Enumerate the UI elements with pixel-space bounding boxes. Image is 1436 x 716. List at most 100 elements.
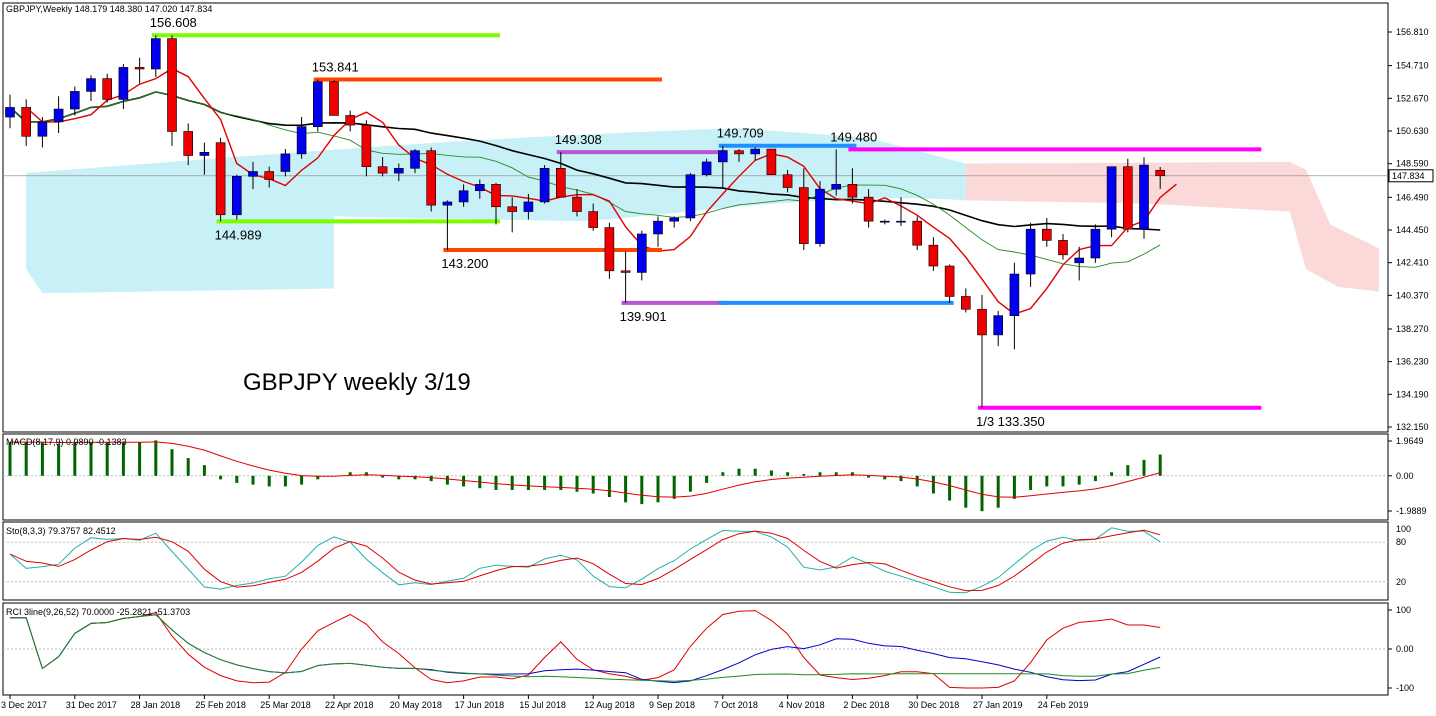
x-tick-label: 22 Apr 2018 [325, 700, 374, 710]
candle-body [312, 81, 323, 127]
candle-body [183, 131, 193, 156]
rci-tick-label: 0.00 [1396, 644, 1414, 654]
macd-tick-label: -1.9889 [1396, 506, 1427, 516]
y-tick-label: 136.230 [1396, 357, 1429, 367]
candle-body [539, 168, 550, 203]
candle-body [474, 184, 485, 192]
y-tick-label: 152.670 [1396, 93, 1429, 103]
stochastic-panel: 100 80 20 [2, 521, 1411, 601]
candle-body [458, 190, 469, 203]
candle-body [701, 161, 712, 176]
x-tick-label: 3 Dec 2017 [1, 700, 47, 710]
candle-body [1106, 166, 1117, 230]
candle-body [960, 296, 971, 310]
rci-tick-label: -100 [1396, 683, 1414, 693]
candle-body [102, 78, 112, 100]
price-annotation: 149.709 [717, 126, 764, 141]
x-tick-label: 9 Sep 2018 [649, 700, 695, 710]
candle-body [1123, 166, 1133, 230]
candle-body [1042, 228, 1052, 241]
candle-body [750, 148, 761, 155]
candle-body [118, 67, 129, 100]
x-tick-label: 17 Jun 2018 [455, 700, 505, 710]
chart-caption: GBPJPY weekly 3/19 [243, 369, 471, 396]
price-panel-frame [2, 2, 1389, 433]
x-tick-label: 28 Jan 2018 [131, 700, 181, 710]
candle-body [329, 81, 339, 116]
candle-body [993, 315, 1004, 336]
x-tick-label: 2 Dec 2018 [843, 700, 889, 710]
candle-body [393, 168, 404, 174]
candle-body [831, 184, 842, 190]
candle-body [37, 121, 48, 137]
candle-body [636, 233, 647, 273]
y-tick-label: 132.150 [1396, 422, 1429, 432]
candle-body [167, 38, 177, 132]
x-tick-label: 25 Feb 2018 [195, 700, 246, 710]
candle-body [653, 220, 663, 235]
candle-body [572, 196, 582, 212]
price-annotation: 156.608 [150, 15, 197, 30]
x-tick-label: 12 Aug 2018 [584, 700, 635, 710]
candle-body [555, 168, 566, 198]
price-annotation: 139.901 [620, 309, 667, 324]
candle-body [134, 67, 145, 70]
x-tick-label: 24 Feb 2019 [1038, 700, 1089, 710]
candle-body [604, 227, 615, 272]
macd-panel: 1.9649 0.00 -1.9889 [2, 433, 1427, 521]
y-tick-label: 142.410 [1396, 258, 1429, 268]
current-price-label: 147.834 [1392, 171, 1425, 181]
stochastic-frame [2, 521, 1389, 601]
stochastic-k-line [9, 527, 1161, 594]
y-tick-label: 146.490 [1396, 192, 1429, 202]
price-annotation: 149.480 [830, 129, 877, 144]
candle-body [669, 217, 680, 222]
candle-body [361, 124, 372, 168]
candle-body [896, 220, 906, 223]
stochastic-d-line [9, 529, 1161, 592]
x-tick-label: 7 Oct 2018 [714, 700, 758, 710]
candle-body [815, 188, 825, 244]
candle-body [426, 150, 437, 206]
candle-body [53, 108, 64, 123]
candle-body [248, 171, 258, 177]
candle-body [410, 150, 420, 169]
x-tick-label: 31 Dec 2017 [66, 700, 117, 710]
stochastic-tick-label: 100 [1396, 524, 1411, 534]
candle-body [620, 270, 631, 273]
candle-body [1090, 228, 1101, 259]
rci-long-line [10, 614, 1161, 682]
candle-body [717, 150, 728, 163]
y-tick-label: 140.370 [1396, 290, 1429, 300]
candle-body [944, 265, 955, 297]
y-tick-label: 144.450 [1396, 225, 1429, 235]
x-tick-label: 20 May 2018 [390, 700, 442, 710]
candle-body [5, 107, 15, 118]
candle-body [1058, 240, 1068, 256]
candle-body [507, 206, 518, 212]
candle-body [86, 78, 96, 92]
candle-body [296, 126, 307, 155]
candle-body [912, 220, 923, 246]
candle-body [863, 196, 874, 222]
candle-body [442, 201, 453, 206]
x-tick-label: 25 Mar 2018 [260, 700, 311, 710]
candle-body [345, 115, 356, 126]
y-tick-label: 148.590 [1396, 159, 1429, 169]
candle-body [977, 308, 987, 336]
rci-label: RCI 3line(9,26,52) 70.0000 -25.2821 -51.… [6, 607, 190, 617]
candle-body [232, 176, 242, 216]
candle-body [1139, 164, 1149, 230]
stochastic-label: Sto(8,3,3) 79.3757 82.4512 [6, 526, 116, 536]
stochastic-tick-label: 20 [1396, 577, 1406, 587]
candle-body [377, 166, 388, 174]
rci-panel: 100 0.00 -100 [2, 602, 1414, 696]
x-tick-label: 15 Jul 2018 [519, 700, 566, 710]
candle-body [766, 148, 777, 176]
macd-label: MACD(8,17,9) 0.9890 -0.1383 [6, 437, 127, 447]
price-panel: 156.810 154.710 152.670 150.630 148.590 146.4… [2, 2, 1434, 433]
candle-body [1009, 273, 1020, 316]
y-tick-label: 150.630 [1396, 126, 1429, 136]
candle-body [523, 201, 534, 212]
price-annotation: 144.989 [215, 227, 262, 242]
